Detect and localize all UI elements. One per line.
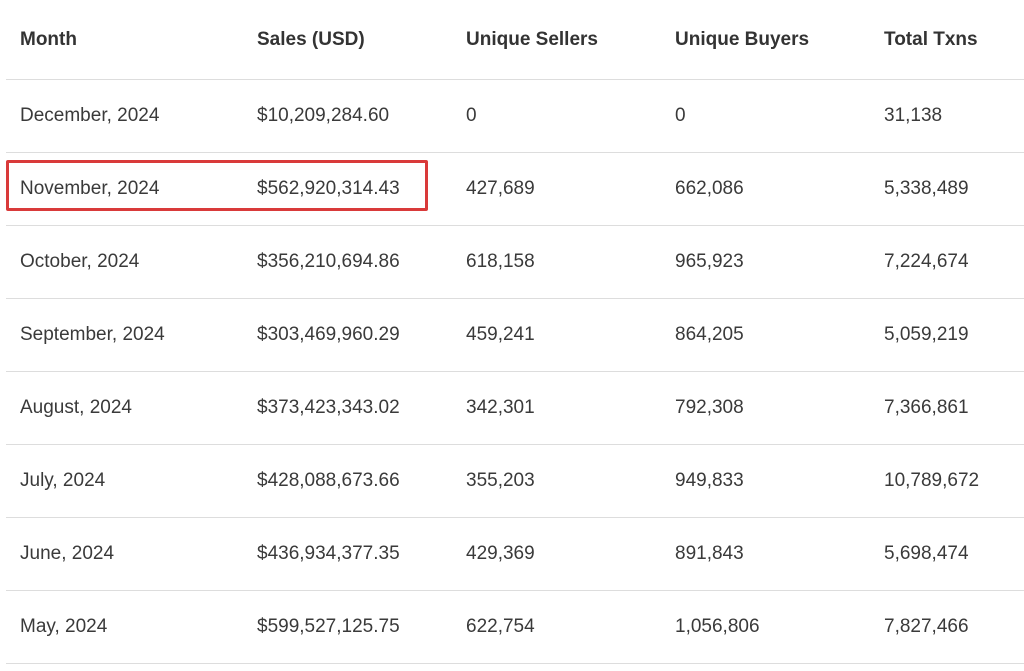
cell-unique-buyers: 891,843 xyxy=(661,517,870,591)
cell-unique-buyers: 662,086 xyxy=(661,152,870,226)
cell-unique-buyers: 1,056,806 xyxy=(661,590,870,664)
cell-month: October, 2024 xyxy=(6,225,243,299)
cell-total-txns: 5,698,474 xyxy=(870,517,1024,591)
cell-month: November, 2024 xyxy=(6,152,243,226)
cell-sales: $599,527,125.75 xyxy=(243,590,452,664)
cell-sales: $373,423,343.02 xyxy=(243,371,452,445)
cell-total-txns: 10,789,672 xyxy=(870,444,1024,518)
cell-total-txns: 5,059,219 xyxy=(870,298,1024,372)
table-row: December, 2024 $10,209,284.60 0 0 31,138 xyxy=(6,79,1024,153)
table-row: August, 2024 $373,423,343.02 342,301 792… xyxy=(6,371,1024,445)
cell-unique-sellers: 429,369 xyxy=(452,517,661,591)
cell-sales: $562,920,314.43 xyxy=(243,152,452,226)
table-body: December, 2024 $10,209,284.60 0 0 31,138… xyxy=(6,79,1024,664)
table-row: September, 2024 $303,469,960.29 459,241 … xyxy=(6,298,1024,372)
cell-sales: $356,210,694.86 xyxy=(243,225,452,299)
table-header: Month Sales (USD) Unique Sellers Unique … xyxy=(6,0,1024,80)
cell-unique-buyers: 864,205 xyxy=(661,298,870,372)
cell-total-txns: 7,224,674 xyxy=(870,225,1024,299)
cell-unique-sellers: 459,241 xyxy=(452,298,661,372)
header-total-txns: Total Txns xyxy=(870,0,1024,80)
cell-unique-sellers: 427,689 xyxy=(452,152,661,226)
cell-unique-sellers: 622,754 xyxy=(452,590,661,664)
cell-sales: $10,209,284.60 xyxy=(243,79,452,153)
cell-month: September, 2024 xyxy=(6,298,243,372)
header-unique-buyers: Unique Buyers xyxy=(661,0,870,80)
header-unique-sellers: Unique Sellers xyxy=(452,0,661,80)
cell-month: August, 2024 xyxy=(6,371,243,445)
cell-month: December, 2024 xyxy=(6,79,243,153)
header-month: Month xyxy=(6,0,243,80)
table-row: May, 2024 $599,527,125.75 622,754 1,056,… xyxy=(6,590,1024,664)
table-row: June, 2024 $436,934,377.35 429,369 891,8… xyxy=(6,517,1024,591)
cell-total-txns: 7,366,861 xyxy=(870,371,1024,445)
table-row: July, 2024 $428,088,673.66 355,203 949,8… xyxy=(6,444,1024,518)
cell-unique-sellers: 342,301 xyxy=(452,371,661,445)
cell-unique-buyers: 949,833 xyxy=(661,444,870,518)
cell-unique-sellers: 618,158 xyxy=(452,225,661,299)
cell-month: May, 2024 xyxy=(6,590,243,664)
cell-unique-sellers: 355,203 xyxy=(452,444,661,518)
table-row-highlighted: November, 2024 $562,920,314.43 427,689 6… xyxy=(6,152,1024,226)
cell-unique-buyers: 0 xyxy=(661,79,870,153)
cell-unique-buyers: 792,308 xyxy=(661,371,870,445)
cell-total-txns: 7,827,466 xyxy=(870,590,1024,664)
sales-table: Month Sales (USD) Unique Sellers Unique … xyxy=(6,0,1024,664)
header-sales: Sales (USD) xyxy=(243,0,452,80)
cell-total-txns: 31,138 xyxy=(870,79,1024,153)
cell-unique-buyers: 965,923 xyxy=(661,225,870,299)
cell-total-txns: 5,338,489 xyxy=(870,152,1024,226)
cell-sales: $436,934,377.35 xyxy=(243,517,452,591)
cell-sales: $428,088,673.66 xyxy=(243,444,452,518)
table-row: October, 2024 $356,210,694.86 618,158 96… xyxy=(6,225,1024,299)
cell-month: July, 2024 xyxy=(6,444,243,518)
cell-month: June, 2024 xyxy=(6,517,243,591)
cell-sales: $303,469,960.29 xyxy=(243,298,452,372)
cell-unique-sellers: 0 xyxy=(452,79,661,153)
header-row: Month Sales (USD) Unique Sellers Unique … xyxy=(6,0,1024,80)
